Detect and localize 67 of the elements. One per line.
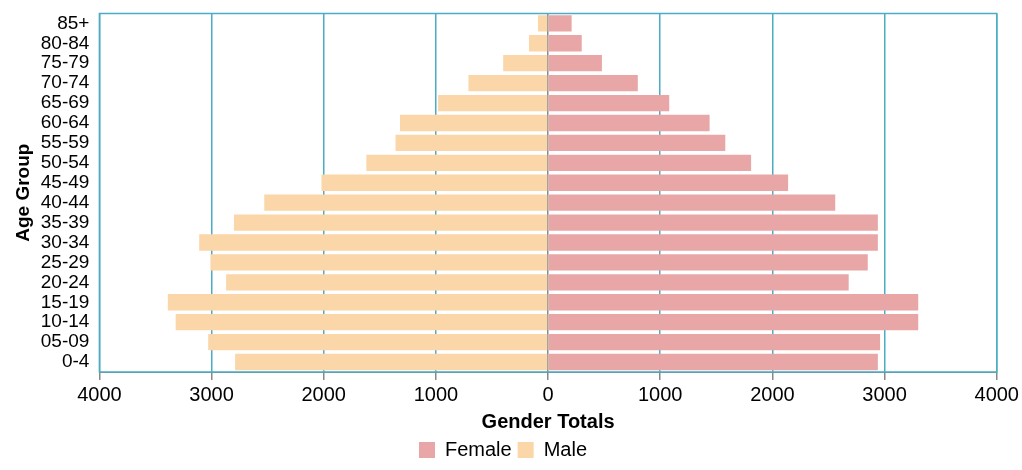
y-tick-label: 45-49	[40, 170, 90, 192]
bar	[548, 174, 789, 191]
y-tick-label: 55-59	[40, 131, 90, 153]
bar	[548, 353, 878, 371]
y-tick-label: 20-24	[40, 270, 90, 292]
x-tick-label: 1000	[637, 382, 683, 405]
bar	[548, 94, 670, 112]
bar	[264, 194, 548, 211]
bar	[503, 55, 548, 72]
y-tick-label: 25-29	[40, 250, 90, 272]
legend-label: Female	[444, 437, 512, 460]
y-tick-label: 65-69	[40, 91, 90, 113]
bar	[548, 274, 849, 291]
x-tick-label: 3000	[862, 382, 907, 405]
y-tick-label: 80-84	[40, 31, 90, 53]
bar	[321, 174, 548, 191]
bar	[175, 314, 548, 331]
bar	[548, 234, 878, 251]
bar	[395, 134, 548, 152]
bar	[548, 214, 878, 231]
bar	[199, 234, 548, 251]
bar	[234, 214, 548, 231]
y-tick-label: 60-64	[40, 111, 90, 133]
y-tick-label: 10-14	[40, 310, 90, 332]
bar	[548, 15, 572, 32]
bar	[529, 35, 548, 52]
x-tick-label: 1000	[413, 382, 459, 405]
y-tick-label: 0-4	[61, 350, 90, 372]
x-tick-label: 4000	[77, 382, 122, 405]
x-axis-title: Gender Totals	[481, 409, 615, 432]
bar	[548, 74, 638, 92]
bar	[537, 15, 548, 32]
y-tick-label: 70-74	[40, 71, 90, 93]
y-tick-label: 40-44	[40, 190, 90, 212]
bar	[468, 74, 548, 92]
bar	[548, 154, 752, 171]
y-tick-label: 30-34	[40, 230, 90, 252]
y-tick-label: 15-19	[40, 290, 90, 312]
y-tick-label: 35-39	[40, 210, 90, 232]
bar	[226, 274, 548, 291]
x-tick-label: 2000	[750, 382, 795, 405]
bar	[548, 254, 868, 271]
y-tick-label: 75-79	[40, 51, 90, 73]
bar	[548, 194, 836, 211]
legend-label: Male	[543, 437, 588, 460]
bar	[438, 94, 548, 112]
y-tick-label: 85+	[57, 11, 90, 33]
bar	[400, 114, 548, 132]
bar	[235, 353, 548, 371]
bar	[210, 254, 548, 271]
bar	[548, 35, 582, 52]
x-tick-label: 0	[542, 382, 554, 405]
y-tick-label: 05-09	[40, 330, 90, 352]
x-tick-label: 2000	[301, 382, 346, 405]
bar	[548, 314, 919, 331]
bar	[208, 333, 548, 351]
bar	[167, 294, 548, 311]
x-tick-label: 4000	[974, 382, 1019, 405]
bar	[548, 134, 726, 152]
bar	[548, 114, 710, 132]
bar	[548, 333, 881, 351]
x-tick-label: 3000	[189, 382, 234, 405]
y-axis-title: Age Group	[11, 143, 33, 242]
bar	[548, 294, 919, 311]
bar	[366, 154, 548, 171]
bar	[548, 55, 602, 72]
y-tick-label: 50-54	[40, 151, 90, 173]
